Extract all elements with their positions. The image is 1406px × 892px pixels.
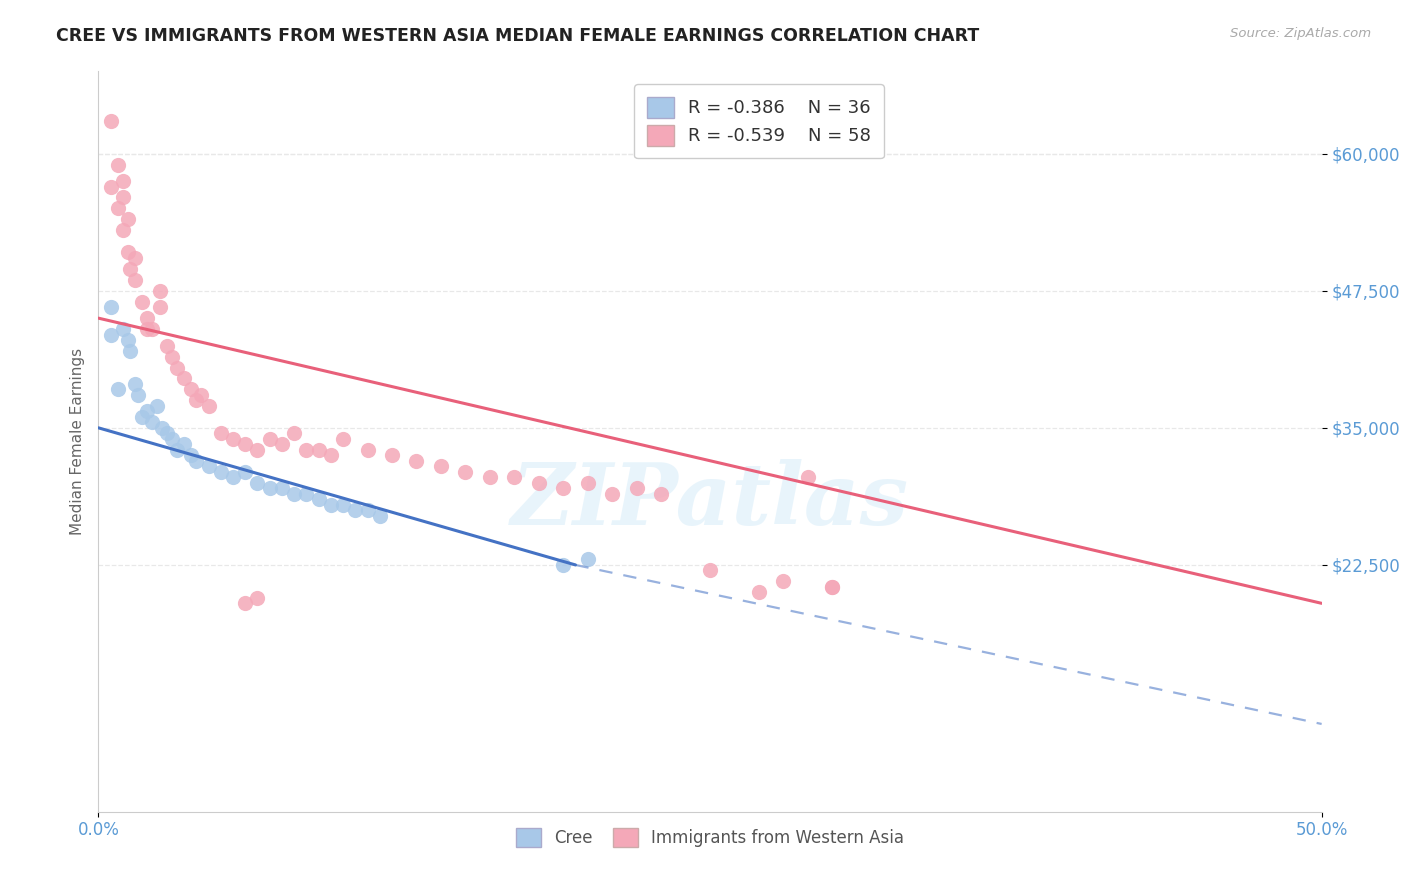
Point [626, 481, 648, 495]
Point [197, 399, 219, 413]
Point [146, 399, 169, 413]
Point [246, 475, 269, 490]
Text: CREE VS IMMIGRANTS FROM WESTERN ASIA MEDIAN FEMALE EARNINGS CORRELATION CHART: CREE VS IMMIGRANTS FROM WESTERN ASIA MED… [56, 27, 980, 45]
Point [107, 158, 129, 172]
Point [270, 437, 294, 451]
Point [173, 437, 195, 451]
Text: Source: ZipAtlas.com: Source: ZipAtlas.com [1230, 27, 1371, 40]
Point [209, 465, 232, 479]
Point [160, 350, 183, 364]
Point [430, 459, 453, 474]
Point [156, 426, 179, 441]
Point [180, 448, 202, 462]
Point [308, 492, 330, 507]
Point [650, 486, 672, 500]
Point [344, 503, 367, 517]
Point [295, 486, 318, 500]
Point [100, 179, 122, 194]
Point [100, 300, 122, 314]
Point [124, 251, 146, 265]
Point [124, 273, 146, 287]
Point [111, 322, 134, 336]
Point [381, 448, 404, 462]
Point [222, 470, 245, 484]
Legend: Cree, Immigrants from Western Asia: Cree, Immigrants from Western Asia [508, 819, 912, 855]
Point [100, 113, 122, 128]
Text: ZIPatlas: ZIPatlas [510, 459, 910, 542]
Point [283, 486, 305, 500]
Point [141, 322, 163, 336]
Point [156, 338, 179, 352]
Point [136, 404, 159, 418]
Point [797, 470, 820, 484]
Point [197, 459, 219, 474]
Point [117, 245, 139, 260]
Point [246, 442, 269, 457]
Point [190, 388, 212, 402]
Point [270, 481, 294, 495]
Point [120, 261, 142, 276]
Point [173, 371, 195, 385]
Point [454, 465, 477, 479]
Point [478, 470, 501, 484]
Point [100, 327, 122, 342]
Point [131, 409, 153, 424]
Point [553, 558, 575, 572]
Point [259, 481, 281, 495]
Point [772, 574, 794, 589]
Point [246, 591, 269, 605]
Point [576, 552, 599, 566]
Point [180, 383, 202, 397]
Point [186, 393, 208, 408]
Point [553, 481, 575, 495]
Point [111, 174, 134, 188]
Point [166, 360, 188, 375]
Point [233, 437, 256, 451]
Point [166, 442, 188, 457]
Point [136, 322, 159, 336]
Point [308, 442, 330, 457]
Y-axis label: Median Female Earnings: Median Female Earnings [69, 348, 84, 535]
Point [259, 432, 281, 446]
Point [576, 475, 599, 490]
Point [233, 465, 256, 479]
Point [107, 383, 129, 397]
Point [209, 426, 232, 441]
Point [319, 498, 342, 512]
Point [160, 432, 183, 446]
Point [699, 563, 721, 577]
Point [117, 333, 139, 347]
Point [111, 190, 134, 204]
Point [319, 448, 342, 462]
Point [356, 442, 378, 457]
Point [120, 344, 142, 359]
Point [149, 300, 172, 314]
Point [136, 311, 159, 326]
Point [111, 223, 134, 237]
Point [127, 388, 149, 402]
Point [283, 426, 305, 441]
Point [368, 508, 391, 523]
Point [356, 503, 378, 517]
Point [748, 585, 770, 599]
Point [600, 486, 623, 500]
Point [124, 376, 146, 391]
Point [527, 475, 550, 490]
Point [222, 432, 245, 446]
Point [405, 454, 427, 468]
Point [332, 498, 354, 512]
Point [107, 202, 129, 216]
Point [141, 415, 163, 429]
Point [295, 442, 318, 457]
Point [150, 421, 173, 435]
Point [503, 470, 526, 484]
Point [117, 212, 139, 227]
Point [149, 284, 172, 298]
Point [233, 596, 256, 610]
Point [186, 454, 208, 468]
Point [821, 580, 844, 594]
Point [131, 294, 153, 309]
Point [821, 580, 844, 594]
Point [332, 432, 354, 446]
